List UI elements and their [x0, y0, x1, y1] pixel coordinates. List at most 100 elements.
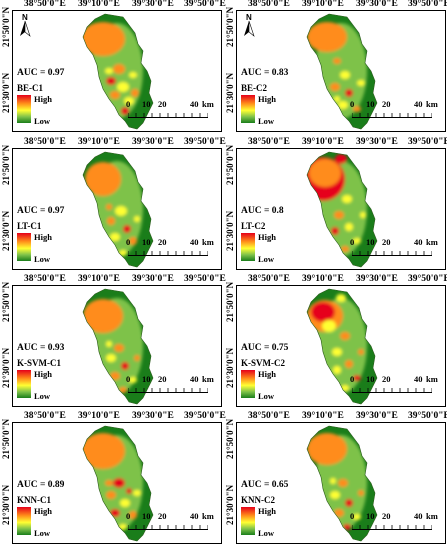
scale-tick-label: 0 — [350, 237, 355, 247]
legend-low-label: Low — [258, 391, 275, 401]
latitude-label: 21°30'0"N — [225, 210, 235, 251]
susceptibility-zone — [338, 479, 348, 487]
scale-tick-label: 40 — [190, 511, 199, 521]
longitude-label: 38°50'0"E — [248, 0, 290, 9]
scale-tick-label: 10 — [366, 511, 375, 521]
scale-bar: 0 10 20 40 km — [126, 511, 216, 537]
susceptibility-zone — [106, 77, 116, 85]
susceptibility-zone — [333, 58, 341, 64]
scale-bar-line — [352, 388, 432, 393]
susceptibility-zone — [106, 204, 112, 210]
latitude-label: 21°30'0"N — [225, 72, 235, 113]
susceptibility-zone — [119, 387, 127, 393]
map-frame: AUC = 0.65 KNN-C2 High Low 0 10 20 40 km — [236, 422, 446, 544]
scale-tick-label: 0 — [350, 511, 355, 521]
scale-bar-line — [128, 525, 208, 530]
susceptibility-zone — [133, 490, 141, 496]
map-panel: 38°50'0"E 39°10'0"E 39°30'0"E 39°50'0"E 21°5… — [0, 0, 226, 137]
svg-text:N: N — [22, 13, 28, 22]
longitude-label: 39°10'0"E — [78, 0, 120, 9]
susceptibility-zone — [340, 71, 350, 79]
legend-color-ramp — [17, 233, 31, 261]
susceptibility-zone — [129, 237, 137, 245]
susceptibility-zone — [83, 433, 125, 469]
susceptibility-map — [82, 288, 154, 405]
susceptibility-zone — [343, 524, 351, 530]
scale-bar-line — [128, 251, 208, 256]
legend-high-label: High — [258, 94, 276, 104]
susceptibility-zone — [335, 154, 347, 164]
map-frame: AUC = 0.97 LT-C1 High Low 0 10 20 40 km — [12, 148, 222, 270]
region-outline — [306, 13, 378, 130]
longitude-label: 39°10'0"E — [302, 411, 344, 421]
scale-tick-label: 0 — [350, 374, 355, 384]
auc-label: AUC = 0.65 — [241, 480, 289, 490]
susceptibility-map — [82, 13, 154, 130]
susceptibility-zone — [117, 82, 129, 92]
susceptibility-zone — [330, 478, 336, 484]
scale-tick-label: 0 — [126, 374, 131, 384]
latitude-labels: 21°50'0"N 21°30'0"N — [0, 7, 11, 130]
susceptibility-zone — [353, 375, 361, 381]
longitude-label: 39°50'0"E — [408, 0, 447, 9]
latitude-label: 21°50'0"N — [225, 418, 235, 459]
susceptibility-zone — [110, 509, 120, 517]
latitude-label: 21°50'0"N — [225, 6, 235, 47]
scale-unit: km — [426, 374, 438, 384]
susceptibility-zone — [340, 332, 350, 340]
susceptibility-zone — [358, 490, 364, 496]
longitude-labels: 38°50'0"E 39°10'0"E 39°30'0"E 39°50'0"E — [14, 274, 226, 285]
scale-bar: 0 10 20 40 km — [126, 99, 216, 125]
scale-tick-label: 0 — [126, 511, 131, 521]
longitude-label: 38°50'0"E — [24, 137, 66, 147]
susceptibility-zone — [307, 433, 347, 465]
scale-tick-label: 10 — [366, 374, 375, 384]
longitude-label: 39°50'0"E — [184, 274, 226, 284]
legend-high-label: High — [34, 94, 52, 104]
latitude-labels: 21°50'0"N 21°30'0"N — [224, 282, 235, 405]
susceptibility-zone — [110, 91, 120, 99]
legend-low-label: Low — [258, 528, 275, 538]
region-outline — [306, 288, 378, 405]
longitude-label: 39°10'0"E — [302, 137, 344, 147]
scale-bar: 0 10 20 40 km — [350, 99, 440, 125]
latitude-label: 21°50'0"N — [1, 144, 11, 185]
scale-tick-label: 40 — [190, 237, 199, 247]
scale-bar-line — [128, 388, 208, 393]
scale-tick-label: 10 — [142, 99, 151, 109]
latitude-label: 21°30'0"N — [225, 484, 235, 525]
longitude-labels: 38°50'0"E 39°10'0"E 39°30'0"E 39°50'0"E — [14, 0, 226, 10]
susceptibility-zone — [120, 499, 130, 507]
susceptibility-zone — [330, 83, 340, 91]
susceptibility-map — [306, 288, 378, 405]
longitude-label: 39°30'0"E — [356, 137, 398, 147]
north-arrow-icon: N — [242, 12, 256, 38]
legend-color-ramp — [241, 95, 255, 123]
scale-bar: 0 10 20 40 km — [350, 511, 440, 537]
scale-unit: km — [426, 511, 438, 521]
longitude-label: 39°30'0"E — [132, 137, 174, 147]
susceptibility-zone — [106, 491, 116, 499]
legend-high-label: High — [34, 369, 52, 379]
scale-bar-line — [352, 525, 432, 530]
scale-tick-label: 10 — [142, 237, 151, 247]
latitude-labels: 21°50'0"N 21°30'0"N — [0, 144, 11, 268]
susceptibility-zone — [114, 344, 124, 352]
latitude-label: 21°30'0"N — [1, 72, 11, 113]
longitude-label: 39°30'0"E — [132, 411, 174, 421]
longitude-label: 39°50'0"E — [408, 411, 447, 421]
susceptibility-zone — [334, 509, 344, 517]
map-frame: AUC = 0.89 KNN-C1 High Low 0 10 20 40 km — [12, 422, 222, 544]
auc-label: AUC = 0.75 — [241, 343, 289, 353]
susceptibility-zone — [307, 22, 347, 52]
susceptibility-zone — [110, 233, 120, 241]
scale-unit: km — [202, 99, 214, 109]
susceptibility-zone — [83, 299, 123, 333]
scale-tick-label: 0 — [126, 237, 131, 247]
north-arrow-icon: N — [18, 12, 32, 38]
region-outline — [306, 151, 378, 268]
longitude-label: 39°30'0"E — [356, 0, 398, 9]
scale-tick-label: 40 — [190, 374, 199, 384]
scale-tick-label: 20 — [158, 99, 167, 109]
susceptibility-zone — [342, 195, 352, 203]
